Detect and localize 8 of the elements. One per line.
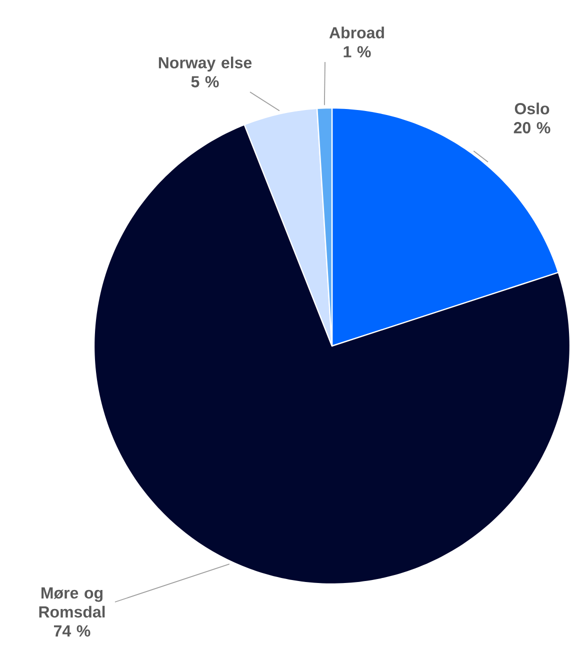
- data-label: 20 %: [514, 122, 550, 134]
- data-label: 74 %: [54, 625, 90, 637]
- data-label: 1 %: [344, 46, 371, 58]
- data-label: 5 %: [191, 76, 219, 88]
- slice-label: Abroad: [329, 26, 384, 38]
- slice-label: Oslo: [514, 102, 550, 114]
- slice-label: Norway else: [158, 56, 252, 72]
- slice-label: Møre og Romsdal: [39, 587, 105, 618]
